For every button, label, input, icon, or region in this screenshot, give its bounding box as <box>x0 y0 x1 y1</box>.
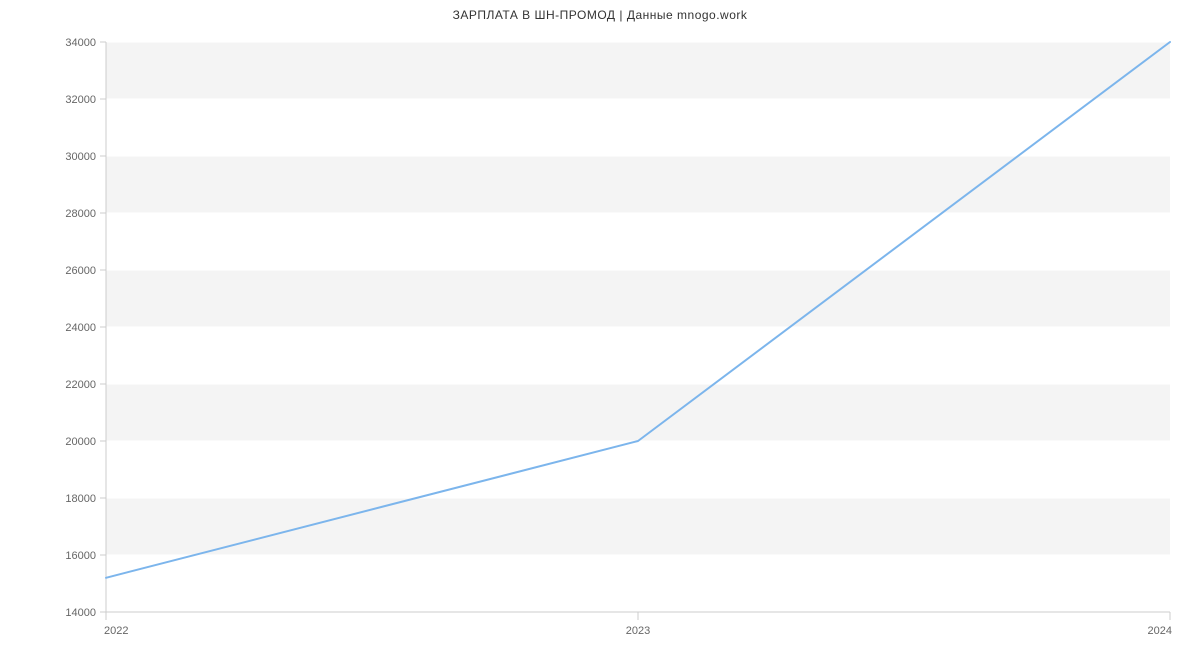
svg-text:26000: 26000 <box>65 265 96 277</box>
svg-text:34000: 34000 <box>65 37 96 49</box>
svg-text:32000: 32000 <box>65 94 96 106</box>
svg-text:28000: 28000 <box>65 208 96 220</box>
svg-text:22000: 22000 <box>65 379 96 391</box>
svg-text:18000: 18000 <box>65 493 96 505</box>
line-chart: ЗАРПЛАТА В ШН-ПРОМОД | Данные mnogo.work… <box>0 0 1200 650</box>
svg-text:16000: 16000 <box>65 550 96 562</box>
svg-text:24000: 24000 <box>65 322 96 334</box>
svg-text:14000: 14000 <box>65 607 96 619</box>
svg-text:30000: 30000 <box>65 151 96 163</box>
svg-text:2022: 2022 <box>104 625 128 637</box>
svg-text:2024: 2024 <box>1148 625 1172 637</box>
svg-text:20000: 20000 <box>65 436 96 448</box>
chart-svg: 14000 16000 18000 20000 22000 24000 26000 28000… <box>0 0 1200 650</box>
svg-text:2023: 2023 <box>626 625 650 637</box>
